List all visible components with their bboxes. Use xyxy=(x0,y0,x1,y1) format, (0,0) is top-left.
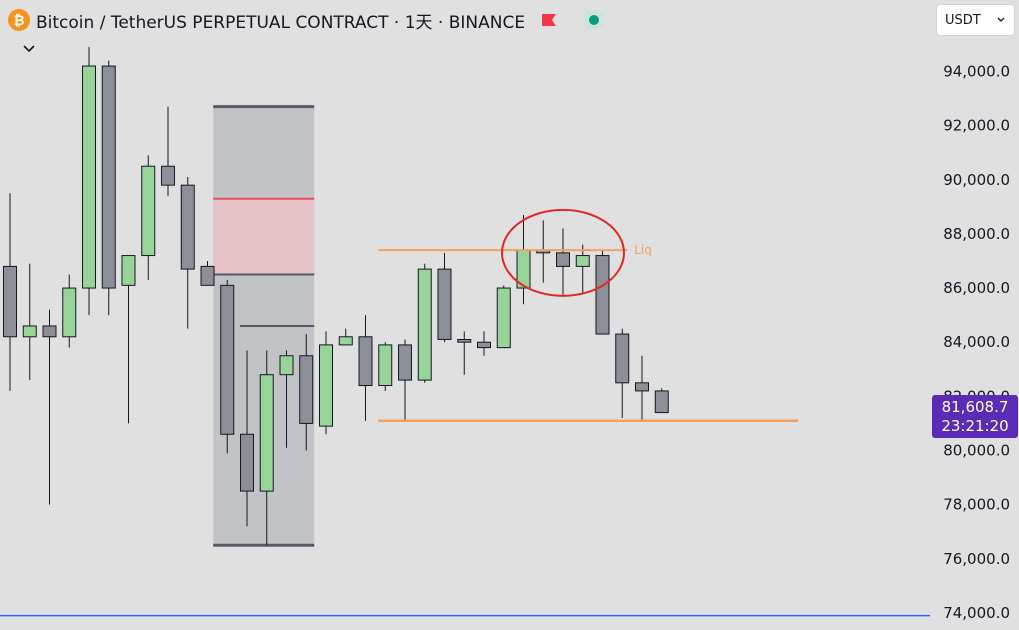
candle xyxy=(378,342,393,391)
candle xyxy=(319,331,333,435)
currency-select[interactable]: USDT xyxy=(936,4,1015,36)
flag-icon[interactable] xyxy=(541,12,557,28)
highlight-circle xyxy=(501,208,625,297)
candle xyxy=(595,250,610,335)
candle xyxy=(575,244,590,294)
candle xyxy=(654,388,669,414)
y-tick-label: 86,000.0 xyxy=(943,279,1010,297)
candle-body xyxy=(496,287,511,349)
candle-body xyxy=(121,255,136,286)
y-tick-label: 84,000.0 xyxy=(943,333,1010,351)
candle xyxy=(437,252,452,343)
y-tick-label: 90,000.0 xyxy=(943,171,1010,189)
candle-body xyxy=(101,65,116,289)
candle-body xyxy=(279,355,294,376)
price-chart[interactable]: Liq xyxy=(0,0,930,630)
chart-header: ₿ Bitcoin / TetherUS PERPETUAL CONTRACT … xyxy=(8,6,606,34)
candle-body xyxy=(161,165,175,186)
candle-body xyxy=(180,184,195,270)
candle-body xyxy=(556,252,570,267)
candle xyxy=(536,220,551,283)
candle-body xyxy=(457,338,472,343)
y-tick-label: 78,000.0 xyxy=(943,496,1010,514)
candle xyxy=(161,106,175,196)
y-tick-label: 76,000.0 xyxy=(943,550,1010,568)
candle-body xyxy=(477,341,491,349)
candle xyxy=(141,155,156,280)
currency-select-value: USDT xyxy=(945,12,981,28)
candle-body xyxy=(259,374,274,492)
candle-countdown: 23:21:20 xyxy=(941,416,1009,435)
candle-body xyxy=(398,344,412,381)
candle-body xyxy=(22,325,37,338)
candle xyxy=(457,331,472,375)
candle xyxy=(220,279,235,454)
candle-body xyxy=(417,268,432,381)
candle xyxy=(259,350,274,546)
candle-body xyxy=(299,355,314,424)
candle xyxy=(299,334,314,451)
candle xyxy=(62,274,77,348)
candle xyxy=(22,263,37,381)
candle xyxy=(417,263,432,383)
y-tick-label: 88,000.0 xyxy=(943,225,1010,243)
candle xyxy=(180,177,195,329)
candle xyxy=(516,214,531,305)
y-tick-label: 92,000.0 xyxy=(943,117,1010,135)
candle-body xyxy=(437,268,452,340)
candle-body xyxy=(220,284,235,435)
candle-body xyxy=(62,287,77,338)
candle xyxy=(200,260,215,286)
candle xyxy=(615,328,630,419)
candle-body xyxy=(141,165,156,257)
candle xyxy=(240,350,254,527)
candle xyxy=(279,350,294,448)
candle-body xyxy=(595,255,610,335)
candle-body xyxy=(378,344,393,387)
candle-body xyxy=(615,333,630,384)
candle xyxy=(121,255,136,424)
zone-red-box xyxy=(213,198,315,275)
candle xyxy=(477,331,491,356)
candle xyxy=(338,328,353,346)
candle-body xyxy=(654,390,669,414)
candle xyxy=(635,355,649,421)
y-tick-label: 94,000.0 xyxy=(943,62,1010,80)
last-price-value: 81,608.7 xyxy=(941,397,1009,416)
candle-body xyxy=(200,265,215,286)
candle-body xyxy=(319,344,333,427)
candle-body xyxy=(635,382,649,392)
chevron-down-icon xyxy=(997,17,1005,22)
candle-body xyxy=(42,325,57,338)
candle xyxy=(101,60,116,316)
candle xyxy=(82,47,96,316)
y-tick-label: 74,000.0 xyxy=(943,604,1010,622)
candle xyxy=(3,193,17,391)
candle-body xyxy=(82,65,96,289)
candle-body xyxy=(575,255,590,267)
price-axis[interactable]: 94,000.0 92,000.0 90,000.0 88,000.0 86,000.0… xyxy=(930,0,1019,630)
y-tick-label: 80,000.0 xyxy=(943,442,1010,460)
candle-body xyxy=(240,433,254,492)
candle xyxy=(496,285,511,349)
candle-body xyxy=(338,336,353,346)
candle xyxy=(42,309,57,505)
candle-body xyxy=(3,265,17,338)
last-price-tag: 81,608.7 23:21:20 xyxy=(932,395,1018,438)
symbol-title[interactable]: Bitcoin / TetherUS PERPETUAL CONTRACT · … xyxy=(36,12,526,33)
market-status-icon xyxy=(583,9,606,31)
chevron-down-icon[interactable] xyxy=(20,40,38,58)
liq-label: Liq xyxy=(634,243,652,257)
candle xyxy=(398,339,412,421)
candle xyxy=(358,315,373,421)
candle-body xyxy=(358,336,373,387)
candle xyxy=(556,228,570,297)
bitcoin-icon: ₿ xyxy=(8,9,30,31)
